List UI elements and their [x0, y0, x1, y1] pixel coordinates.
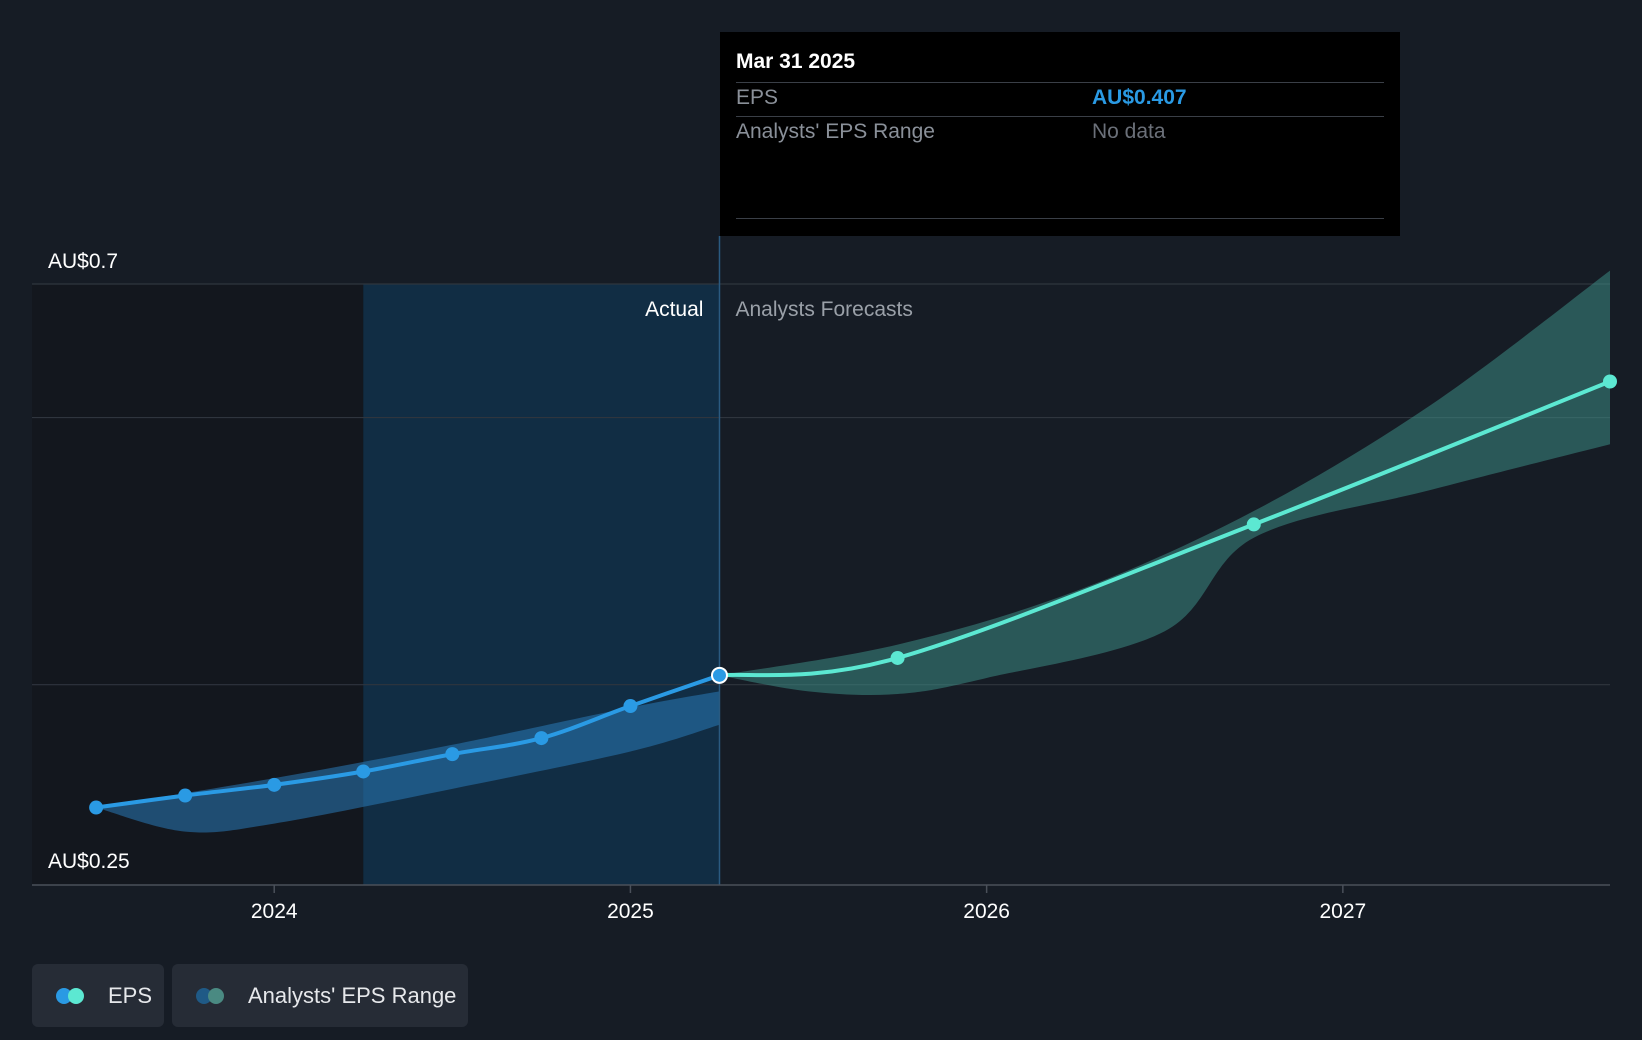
tooltip-divider — [736, 82, 1384, 83]
forecast-eps-range-band — [719, 270, 1610, 696]
x-tick-label: 2025 — [607, 900, 654, 923]
eps-actual-point[interactable] — [356, 764, 371, 779]
eps-actual-point[interactable] — [178, 788, 193, 803]
tooltip-eps-value: AU$0.407 — [1092, 86, 1187, 109]
actual-region-label: Actual — [645, 298, 703, 321]
eps-forecast-point[interactable] — [1603, 374, 1617, 389]
y-axis-top-label: AU$0.7 — [48, 250, 118, 273]
eps-actual-point[interactable] — [534, 731, 549, 746]
x-tick-label: 2026 — [963, 900, 1010, 923]
forecast-region-label: Analysts Forecasts — [735, 298, 912, 321]
tooltip-date: Mar 31 2025 — [736, 50, 856, 73]
eps-actual-point[interactable] — [445, 747, 460, 762]
eps-actual-point[interactable] — [89, 800, 104, 815]
legend-eps-label: EPS — [108, 982, 153, 1008]
eps-actual-point[interactable] — [267, 777, 282, 792]
actual-eps-line — [95, 673, 721, 810]
legend-eps-button[interactable]: EPS — [32, 964, 164, 1027]
tooltip-divider — [736, 218, 1384, 219]
eps-selected-point[interactable] — [710, 666, 728, 684]
tooltip-divider — [736, 116, 1384, 117]
eps-legend-icon — [56, 987, 88, 1004]
forecast-eps-line — [719, 379, 1611, 678]
eps-actual-point[interactable] — [623, 699, 638, 714]
x-tick-label: 2027 — [1319, 900, 1366, 923]
tooltip-range-value: No data — [1092, 120, 1166, 143]
eps-forecast-point[interactable] — [890, 650, 905, 665]
x-tick-label: 2024 — [251, 900, 298, 923]
data-tooltip: Mar 31 2025 EPS AU$0.407 Analysts' EPS R… — [720, 32, 1400, 236]
tooltip-range-label: Analysts' EPS Range — [736, 120, 935, 143]
eps-forecast-point[interactable] — [1246, 517, 1261, 532]
y-axis-bottom-label: AU$0.25 — [48, 850, 130, 873]
eps-range-legend-icon — [196, 987, 228, 1004]
legend-eps-range-label: Analysts' EPS Range — [248, 982, 457, 1008]
tooltip-eps-label: EPS — [736, 86, 779, 109]
legend-eps-range-button[interactable]: Analysts' EPS Range — [172, 964, 468, 1027]
